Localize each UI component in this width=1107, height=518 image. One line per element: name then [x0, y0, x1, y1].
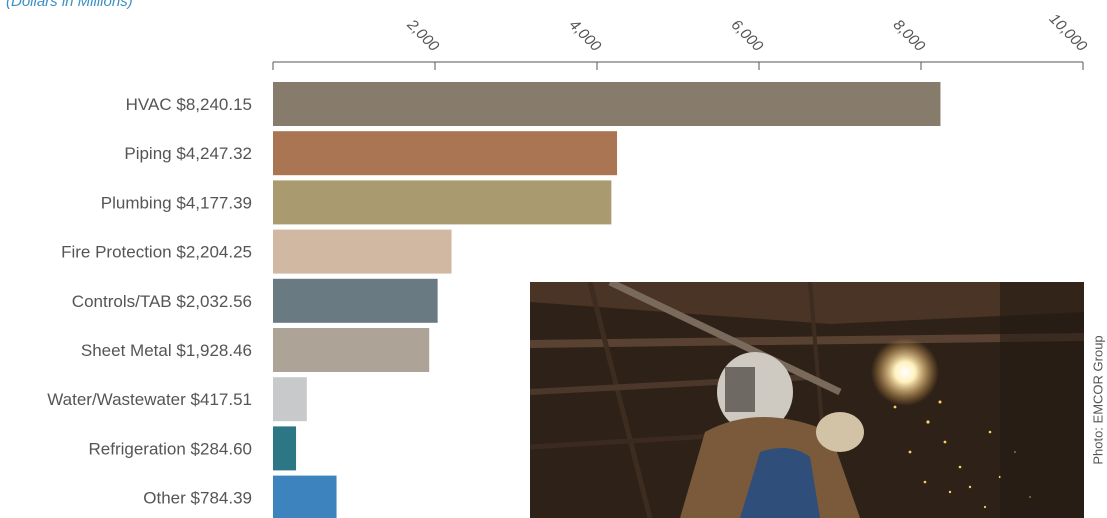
- category-name: Other: [143, 489, 186, 508]
- category-name: Piping: [124, 144, 171, 163]
- photo-credit-text: Photo: EMCOR Group: [1090, 335, 1106, 465]
- bar-fire-protection: [273, 229, 452, 274]
- category-label: Piping $4,247.32: [124, 144, 252, 163]
- bar-piping: [273, 131, 618, 176]
- category-name: Water/Wastewater: [47, 390, 186, 409]
- category-value-label: $284.60: [191, 439, 252, 458]
- bar-sheet-metal: [273, 328, 430, 372]
- bar-plumbing: [273, 180, 612, 225]
- category-value-label: $4,247.32: [176, 144, 252, 163]
- category-label: Plumbing $4,177.39: [101, 193, 252, 212]
- category-label: Other $784.39: [143, 489, 252, 508]
- x-axis-tick-label: 10,000: [1046, 10, 1091, 55]
- category-value-label: $8,240.15: [176, 95, 252, 114]
- bar-water-wastewater: [273, 377, 307, 422]
- category-value-label: $1,928.46: [176, 341, 252, 360]
- category-value-label: $784.39: [191, 489, 252, 508]
- category-value-label: $2,032.56: [176, 292, 252, 311]
- photo-credit: Photo: EMCOR Group: [1089, 282, 1107, 518]
- category-label: HVAC $8,240.15: [126, 95, 252, 114]
- x-axis-tick-label: 2,000: [403, 16, 443, 56]
- category-label: Water/Wastewater $417.51: [47, 390, 252, 409]
- bar-refrigeration: [273, 426, 297, 471]
- category-label: Fire Protection $2,204.25: [61, 243, 252, 262]
- category-label: Sheet Metal $1,928.46: [81, 341, 252, 360]
- category-value-label: $4,177.39: [176, 193, 252, 212]
- category-value-label: $2,204.25: [176, 243, 252, 262]
- x-axis-tick-label: 6,000: [728, 16, 767, 55]
- category-name: Refrigeration: [88, 439, 185, 458]
- welder-photo: [530, 282, 1084, 518]
- x-axis-tick-label: 4,000: [566, 16, 605, 55]
- category-name: Plumbing: [101, 193, 172, 212]
- x-axis-tick-label: 8,000: [890, 16, 929, 55]
- bar-other: [273, 475, 337, 518]
- chart-subtitle: (Dollars in Millions): [6, 0, 133, 10]
- category-label: Refrigeration $284.60: [88, 439, 252, 458]
- category-name: Sheet Metal: [81, 341, 172, 360]
- bar-hvac: [273, 82, 941, 126]
- bar-controls-tab: [273, 278, 438, 323]
- category-label: Controls/TAB $2,032.56: [72, 292, 252, 311]
- category-name: Controls/TAB: [72, 292, 172, 311]
- category-value-label: $417.51: [191, 390, 252, 409]
- category-name: HVAC: [126, 95, 172, 114]
- category-name: Fire Protection: [61, 243, 172, 262]
